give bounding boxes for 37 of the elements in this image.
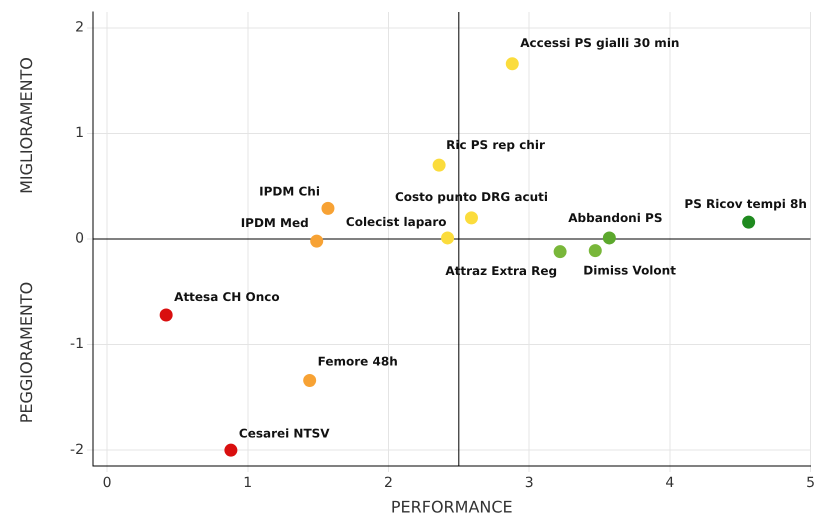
annotation: Colecist laparo <box>346 215 447 230</box>
point <box>321 202 334 215</box>
point <box>441 231 454 244</box>
annotation: Dimiss Volont <box>583 264 676 278</box>
x-tick-label: 1 <box>243 475 252 492</box>
x-tick-label: 4 <box>665 475 674 492</box>
x-tick-label: 0 <box>102 475 112 492</box>
annotation: Attesa CH Onco <box>174 290 280 304</box>
annotation: PS Ricov tempi 8h <box>684 197 807 212</box>
y-tick-label: 0 <box>75 230 84 247</box>
y-tick-label: 1 <box>75 125 84 142</box>
point <box>602 231 616 244</box>
point <box>742 216 756 229</box>
point <box>588 244 602 258</box>
annotation: Cesarei NTSV <box>238 426 330 440</box>
point <box>554 245 567 258</box>
point <box>224 444 238 457</box>
point <box>160 308 173 322</box>
point <box>464 211 478 224</box>
y-tick-label: -2 <box>70 442 84 458</box>
y-axis-title: MIGLIORAMENTO <box>17 57 36 194</box>
annotation: IPDM Med <box>240 216 309 230</box>
annotation: IPDM Chi <box>259 184 320 199</box>
x-tick-label: 3 <box>524 475 534 492</box>
annotation: Femore 48h <box>318 354 398 369</box>
point <box>310 234 324 248</box>
annotation: Abbandoni PS <box>568 211 662 226</box>
annotation: Accessi PS gialli 30 min <box>520 36 680 50</box>
point <box>506 57 519 70</box>
text: PEGGIORAMENTO <box>17 282 36 424</box>
x-tick-label: 5 <box>806 475 816 492</box>
x-axis-title: PERFORMANCE <box>390 498 513 517</box>
x-tick-label: 2 <box>384 475 393 492</box>
point <box>432 158 446 172</box>
point <box>303 374 316 387</box>
y-tick-label: -1 <box>70 336 84 352</box>
y-tick-label: 2 <box>75 19 84 36</box>
